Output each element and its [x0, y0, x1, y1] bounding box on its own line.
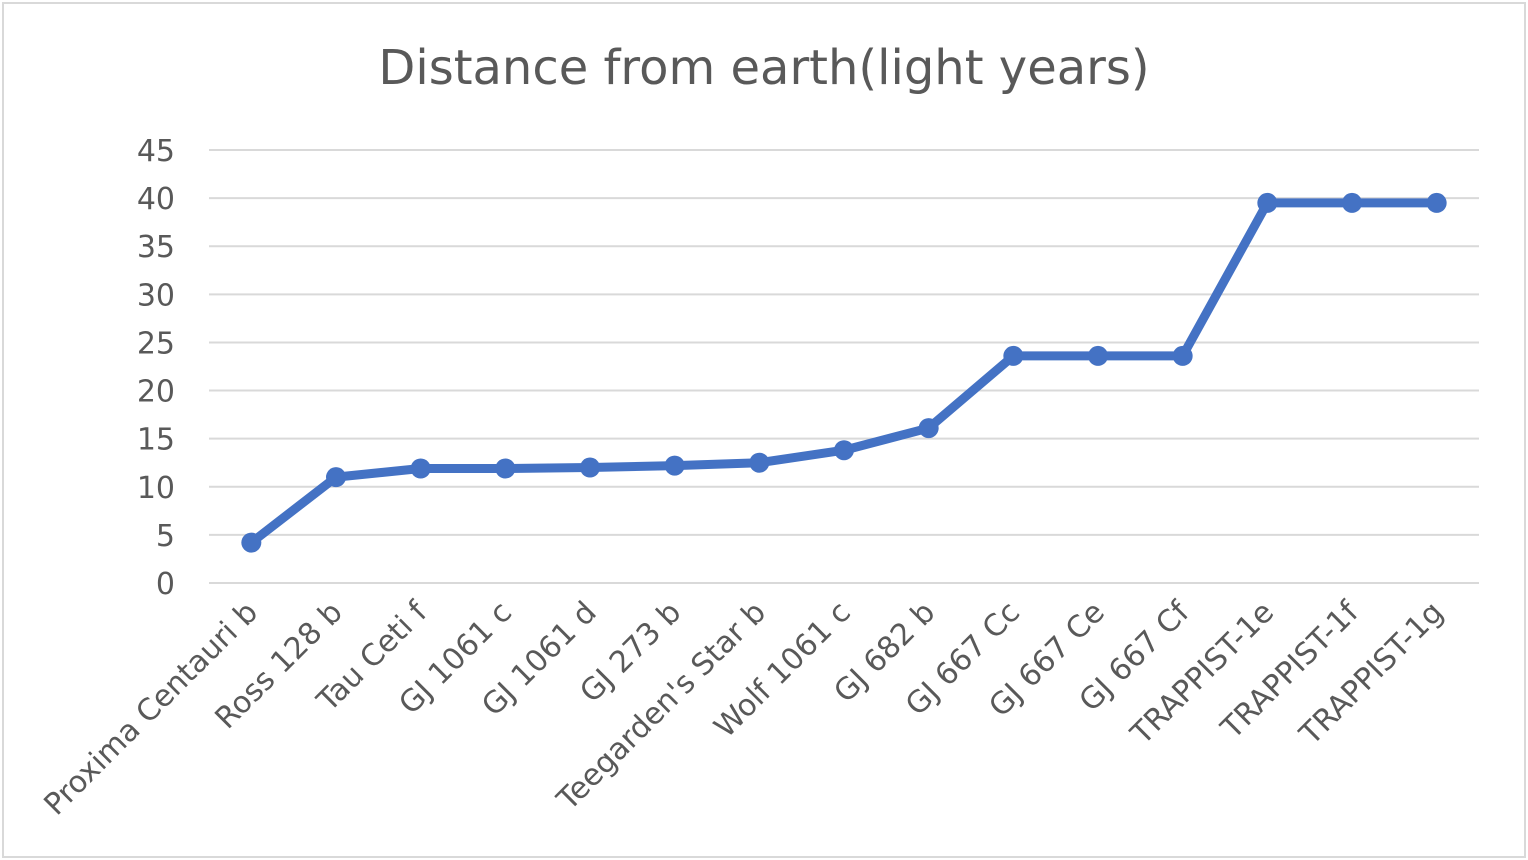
y-tick-label: 30 — [137, 278, 175, 313]
data-point — [1342, 192, 1362, 213]
data-point — [1257, 192, 1278, 213]
y-tick-label: 20 — [137, 375, 175, 410]
gridlines — [209, 149, 1479, 584]
y-tick-label: 10 — [137, 471, 175, 506]
data-point — [664, 455, 685, 476]
data-point — [1172, 345, 1193, 366]
y-tick-label: 15 — [137, 423, 175, 458]
y-tick-label: 40 — [137, 182, 175, 217]
y-tick-label: 35 — [137, 230, 175, 265]
data-point — [918, 418, 939, 439]
y-tick-label: 5 — [156, 519, 175, 554]
y-tick-label: 25 — [137, 326, 175, 361]
y-tick-label: 0 — [156, 567, 175, 602]
data-point — [241, 532, 262, 553]
data-point — [1003, 345, 1024, 366]
data-point — [1088, 345, 1108, 366]
series-layer — [241, 192, 1447, 553]
data-point — [834, 440, 854, 461]
data-point — [326, 467, 346, 488]
data-point — [410, 458, 431, 479]
data-point — [749, 452, 770, 473]
series-line — [246, 198, 1442, 548]
chart-title: Distance from earth(light years) — [378, 40, 1150, 96]
data-point — [580, 457, 600, 478]
data-point — [495, 458, 516, 479]
data-point — [1426, 192, 1447, 213]
y-tick-label: 45 — [137, 134, 175, 169]
y-axis-tick-labels: 0 5 10 15 20 25 30 35 40 45 — [137, 134, 175, 602]
